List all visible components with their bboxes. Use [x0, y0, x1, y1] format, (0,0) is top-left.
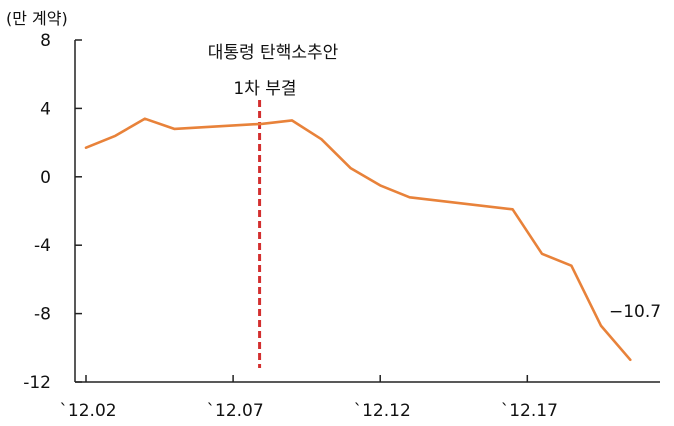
series-group — [84, 117, 632, 362]
x-tick-label: `12.12 — [354, 401, 411, 421]
series-point — [202, 126, 205, 129]
event-label-line2: 1차 부결 — [233, 79, 296, 99]
series-point — [511, 208, 514, 211]
series-point — [291, 119, 293, 122]
series-point — [349, 167, 352, 170]
series-line — [84, 117, 632, 362]
y-tick-label: 8 — [40, 31, 51, 51]
y-unit-label: (만 계약) — [6, 9, 68, 28]
axes: 8 4 0 -4 -8 -12 `12.02 `12.07 `12.12 `12.17 — [23, 31, 660, 421]
series-point — [114, 134, 117, 137]
series-point — [629, 358, 632, 361]
y-tick-label: -12 — [23, 373, 51, 393]
series-point — [600, 324, 602, 327]
series-point — [85, 146, 87, 149]
series-point — [320, 138, 323, 140]
series-point — [173, 128, 176, 130]
series-point — [261, 122, 264, 125]
y-tick-label: 4 — [40, 99, 51, 119]
series-point — [144, 117, 146, 120]
series-point — [570, 264, 573, 267]
x-tick-label: `12.17 — [501, 401, 558, 421]
event-annotation: 대통령 탄핵소추안 1차 부결 — [208, 43, 339, 368]
series-point — [541, 252, 543, 255]
event-label-line1: 대통령 탄핵소추안 — [208, 43, 339, 63]
x-tick-label: `12.07 — [207, 401, 264, 421]
y-tick-label: -4 — [34, 236, 51, 256]
end-value-label: −10.7 — [609, 302, 661, 322]
y-tick-label: -8 — [34, 305, 51, 325]
series-point — [379, 184, 382, 187]
y-tick-label: 0 — [40, 168, 51, 188]
x-tick-label: `12.02 — [59, 401, 116, 421]
series-point — [408, 196, 411, 199]
